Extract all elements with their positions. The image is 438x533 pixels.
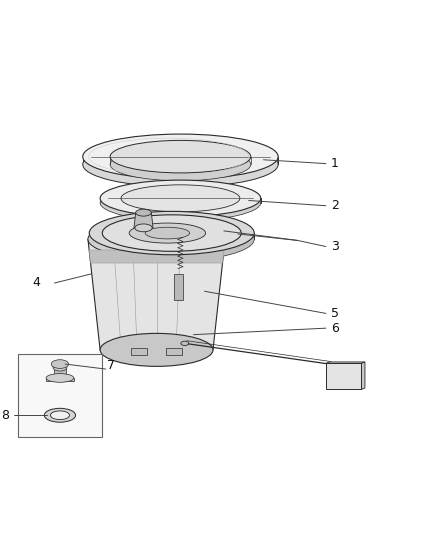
Ellipse shape: [110, 148, 251, 181]
Ellipse shape: [102, 215, 241, 251]
Ellipse shape: [53, 364, 67, 371]
Ellipse shape: [181, 341, 189, 345]
Ellipse shape: [100, 333, 213, 366]
Text: 3: 3: [331, 240, 339, 253]
Text: 5: 5: [331, 307, 339, 320]
Ellipse shape: [100, 184, 261, 221]
Ellipse shape: [110, 140, 251, 173]
Ellipse shape: [100, 180, 261, 216]
Ellipse shape: [88, 220, 225, 259]
Polygon shape: [46, 378, 74, 382]
Polygon shape: [131, 348, 147, 355]
Polygon shape: [326, 364, 361, 390]
Ellipse shape: [121, 185, 240, 212]
Text: 7: 7: [107, 359, 116, 372]
Text: 8: 8: [1, 409, 9, 422]
Text: 4: 4: [33, 277, 41, 289]
Polygon shape: [89, 233, 254, 239]
Text: 1: 1: [331, 157, 339, 170]
Polygon shape: [89, 250, 224, 263]
Ellipse shape: [83, 134, 278, 179]
Ellipse shape: [145, 227, 190, 239]
Bar: [18, 354, 102, 437]
Ellipse shape: [89, 212, 254, 255]
Ellipse shape: [51, 360, 69, 368]
Polygon shape: [88, 239, 225, 350]
Text: 6: 6: [331, 321, 339, 335]
Ellipse shape: [135, 224, 152, 232]
Polygon shape: [174, 274, 184, 300]
Ellipse shape: [136, 209, 152, 216]
Ellipse shape: [129, 223, 205, 243]
Polygon shape: [83, 157, 278, 165]
Ellipse shape: [50, 411, 70, 419]
Ellipse shape: [44, 408, 76, 422]
Text: 2: 2: [331, 199, 339, 212]
Polygon shape: [326, 362, 365, 364]
Polygon shape: [166, 348, 182, 355]
Ellipse shape: [46, 374, 74, 382]
Polygon shape: [361, 362, 365, 390]
Polygon shape: [54, 368, 66, 378]
Ellipse shape: [89, 217, 254, 261]
Ellipse shape: [83, 142, 278, 187]
Polygon shape: [100, 198, 261, 203]
Polygon shape: [134, 213, 153, 228]
